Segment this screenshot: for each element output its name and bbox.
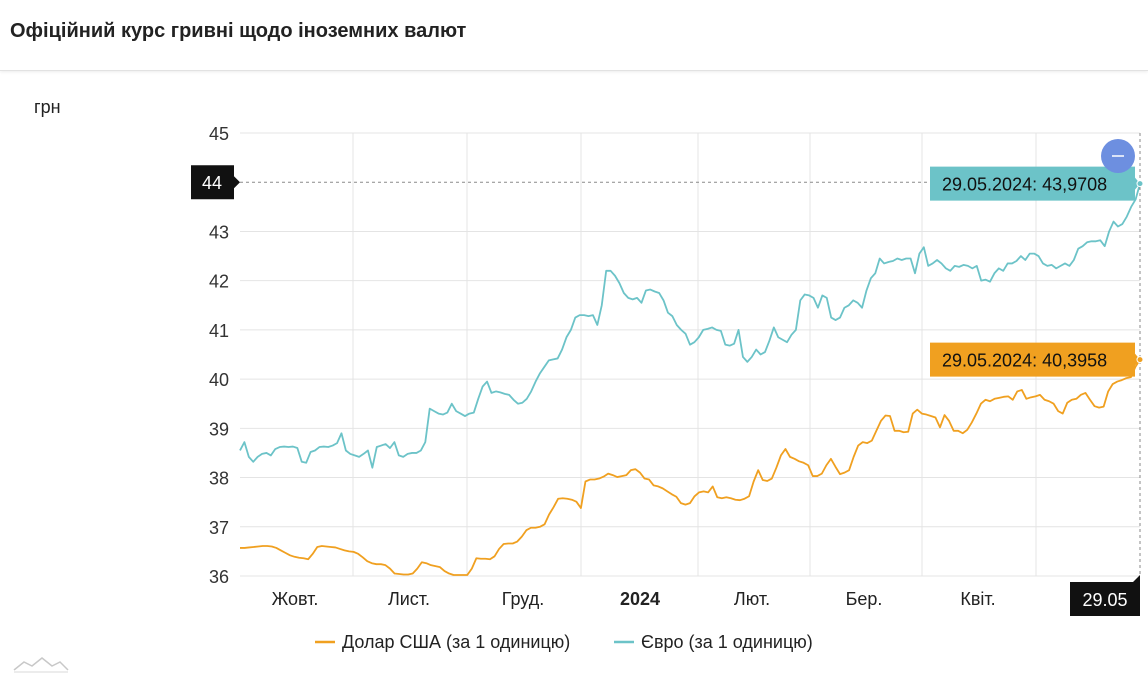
logo-icon	[13, 657, 69, 673]
tooltip-box	[930, 342, 1140, 377]
tooltip-box	[930, 166, 1140, 201]
tooltip-text: 29.05.2024: 43,9708	[942, 175, 1107, 195]
y-tick-label: 39	[209, 419, 229, 439]
y-tick-label: 43	[209, 222, 229, 242]
x-tick-label: Квіт.	[960, 589, 995, 609]
series-line-1	[239, 183, 1141, 469]
crosshair-x-label-box	[1070, 575, 1140, 616]
y-tick-label: 37	[209, 518, 229, 538]
y-tick-label: 42	[209, 272, 229, 292]
page-title: Офіційний курс гривні щодо іноземних вал…	[10, 20, 467, 42]
x-tick-label: Лют.	[734, 589, 770, 609]
series-end-point	[1136, 180, 1144, 188]
series-end-point	[1136, 356, 1144, 364]
series-line-0	[240, 359, 1141, 576]
crosshair-y-label: 44	[202, 173, 222, 193]
crosshair-x-label: 29.05	[1082, 590, 1127, 610]
y-tick-label: 41	[209, 321, 229, 341]
tooltip-text: 29.05.2024: 40,3958	[942, 351, 1107, 371]
y-tick-label: 40	[209, 370, 229, 390]
x-tick-label: Бер.	[846, 589, 883, 609]
y-tick-label: 36	[209, 567, 229, 587]
x-tick-label: Груд.	[502, 589, 544, 609]
x-tick-label: Лист.	[388, 589, 430, 609]
x-tick-label: 2024	[620, 589, 660, 609]
crosshair-y-label-box	[191, 165, 240, 200]
y-tick-label: 45	[209, 124, 229, 144]
y-axis-label: грн	[34, 97, 61, 117]
x-tick-label: Жовт.	[272, 589, 319, 609]
y-tick-label: 38	[209, 469, 229, 489]
legend-item-label: Євро (за 1 одиницю)	[641, 632, 813, 652]
legend-item-label: Долар США (за 1 одиницю)	[342, 632, 570, 652]
page-header: Офіційний курс гривні щодо іноземних вал…	[0, 0, 1148, 71]
